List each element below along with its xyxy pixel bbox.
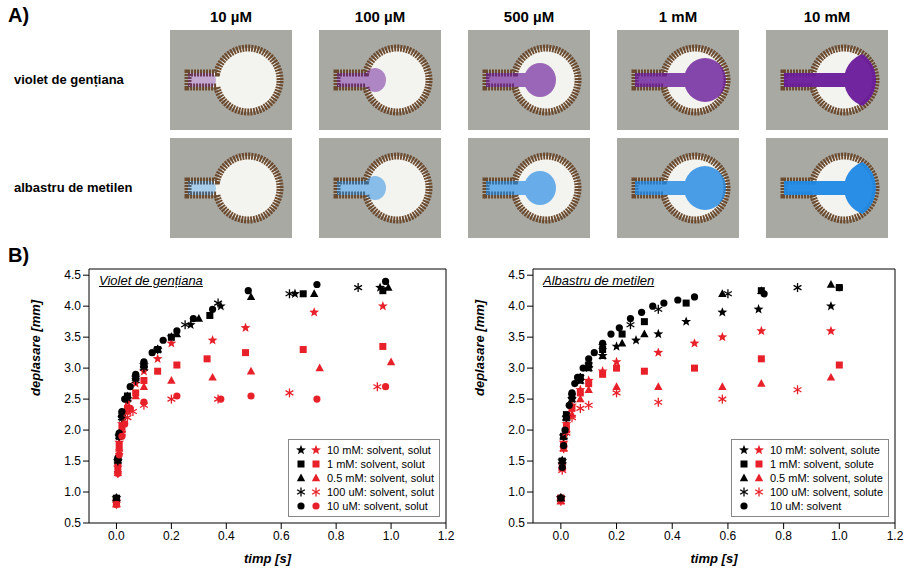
html-text:violet de gențiana: violet de gențiana [14, 72, 124, 87]
svg-text:timp [s]: timp [s] [244, 551, 292, 566]
html-text:A): A) [8, 4, 30, 26]
html-text:10 uM: solvent: 10 uM: solvent [769, 500, 842, 512]
svg-text:2.0: 2.0 [508, 423, 525, 437]
svg-text:0.2: 0.2 [163, 529, 180, 543]
svg-text:3.0: 3.0 [508, 361, 525, 375]
svg-text:3.5: 3.5 [508, 330, 525, 344]
html-text:10 mM: solvent, solut: 10 mM: solvent, solut [327, 444, 431, 456]
html-text:1 mM: solvent, solute: 1 mM: solvent, solute [769, 458, 874, 470]
svg-text:2.5: 2.5 [508, 392, 525, 406]
svg-text:0.6: 0.6 [273, 529, 290, 543]
html-text:Violet de gențiana: Violet de gențiana [99, 273, 203, 288]
html-text:100 µM: 100 µM [354, 8, 406, 25]
svg-text:0.5: 0.5 [508, 516, 525, 530]
svg-text:1.0: 1.0 [508, 485, 525, 499]
svg-text:2.0: 2.0 [64, 423, 81, 437]
svg-text:0.0: 0.0 [553, 529, 570, 543]
html-text:10 µM: 10 µM [210, 8, 252, 25]
svg-text:0.0: 0.0 [108, 529, 125, 543]
html-text:1 mM: 1 mM [658, 8, 698, 25]
html-text:10 uM: solvent, solut: 10 uM: solvent, solut [327, 500, 428, 512]
svg-text:0.4: 0.4 [664, 529, 681, 543]
svg-text:1.5: 1.5 [508, 454, 525, 468]
html-text:100 uM: solvent, solut: 100 uM: solvent, solut [327, 486, 434, 498]
svg-text:0.5: 0.5 [64, 516, 81, 530]
svg-text:deplasare [mm]: deplasare [mm] [472, 299, 487, 396]
html-text:500 µM: 500 µM [503, 8, 555, 25]
html-text:B): B) [8, 244, 30, 266]
svg-text:1.2: 1.2 [438, 529, 455, 543]
html-text:0.5 mM: solvent, solut: 0.5 mM: solvent, solut [327, 472, 434, 484]
html-text:100 uM: solvent, solute: 100 uM: solvent, solute [769, 486, 883, 498]
svg-text:0.8: 0.8 [775, 529, 792, 543]
svg-text:1.0: 1.0 [383, 529, 400, 543]
svg-text:3.5: 3.5 [64, 330, 81, 344]
html-text:Albastru de metilen: Albastru de metilen [543, 273, 655, 288]
svg-text:0.4: 0.4 [218, 529, 235, 543]
svg-text:0.2: 0.2 [608, 529, 625, 543]
svg-text:1.5: 1.5 [64, 454, 81, 468]
html-text:albastru de metilen: albastru de metilen [14, 180, 133, 195]
svg-text:1.2: 1.2 [887, 529, 904, 543]
svg-text:1.0: 1.0 [831, 529, 848, 543]
svg-text:4.0: 4.0 [508, 299, 525, 313]
svg-text:4.5: 4.5 [64, 268, 81, 282]
html-text:0.5 mM: solvent, solute: 0.5 mM: solvent, solute [769, 472, 883, 484]
svg-text:timp [s]: timp [s] [691, 551, 739, 566]
svg-text:3.0: 3.0 [64, 361, 81, 375]
svg-text:4.0: 4.0 [64, 299, 81, 313]
html-text:1 mM: solvent, solut: 1 mM: solvent, solut [327, 458, 425, 470]
html-text:10 mM: 10 mM [803, 8, 851, 25]
svg-text:1.0: 1.0 [64, 485, 81, 499]
svg-text:4.5: 4.5 [508, 268, 525, 282]
svg-text:0.6: 0.6 [720, 529, 737, 543]
svg-text:2.5: 2.5 [64, 392, 81, 406]
svg-text:deplasare [mm]: deplasare [mm] [28, 299, 43, 396]
html-text:10 mM: solvent, solute: 10 mM: solvent, solute [769, 444, 880, 456]
svg-text:0.8: 0.8 [328, 529, 345, 543]
